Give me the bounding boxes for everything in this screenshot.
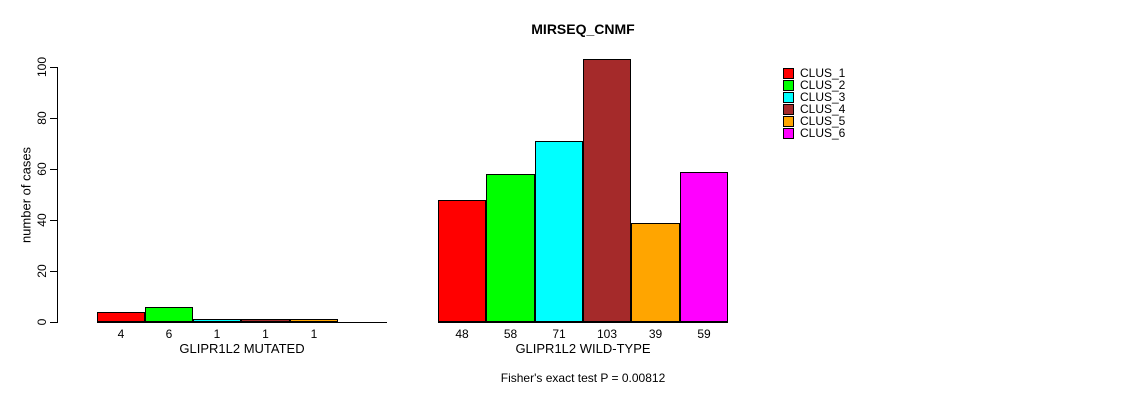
y-tick-label: 60: [35, 162, 49, 176]
chart-title: MIRSEQ_CNMF: [531, 21, 635, 37]
bar-value-label: 1: [213, 327, 221, 341]
bar-clus_2: [145, 307, 193, 322]
bar-clus_1: [438, 200, 486, 322]
bar-value-label: 48: [455, 327, 469, 341]
bar-value-label: 1: [310, 327, 318, 341]
bar-value-label: 4: [117, 327, 125, 341]
legend-row: CLUS_3: [783, 91, 845, 103]
bar-clus_4: [241, 319, 290, 322]
y-tick-label: 100: [35, 56, 49, 78]
bar-clus_3: [535, 141, 583, 322]
bar-clus_3: [193, 319, 241, 322]
bar-clus_5: [290, 319, 338, 322]
legend-swatch-clus_1: [783, 67, 794, 79]
legend-row: CLUS_6: [783, 127, 845, 139]
bar-value-label: 6: [165, 327, 173, 341]
legend-row: CLUS_2: [783, 79, 845, 91]
legend-label: CLUS_5: [800, 114, 846, 128]
legend-label: CLUS_3: [800, 90, 846, 104]
y-tick: [50, 169, 57, 170]
y-tick: [50, 67, 57, 68]
y-tick-label: 0: [35, 318, 49, 326]
bar-clus_1: [97, 312, 145, 322]
legend-row: CLUS_5: [783, 115, 845, 127]
bar-value-label: 103: [596, 327, 618, 341]
legend-row: CLUS_4: [783, 103, 845, 115]
legend-swatch-clus_6: [783, 127, 794, 139]
y-tick: [50, 271, 57, 272]
legend-label: CLUS_2: [800, 78, 846, 92]
bar-value-label: 39: [648, 327, 663, 341]
y-tick: [50, 220, 57, 221]
y-axis-line: [57, 67, 58, 323]
legend-label: CLUS_4: [800, 102, 846, 116]
legend-label: CLUS_6: [800, 126, 846, 140]
y-tick-label: 40: [35, 213, 49, 227]
legend-row: CLUS_1: [783, 67, 845, 79]
y-tick-label: 20: [35, 264, 49, 278]
bar-clus_4: [583, 59, 631, 322]
legend-swatch-clus_3: [783, 91, 794, 103]
fisher-test-annotation: Fisher's exact test P = 0.00812: [500, 371, 666, 385]
bar-value-label: 59: [697, 327, 711, 341]
bar-value-label: 58: [503, 327, 518, 341]
legend-swatch-clus_4: [783, 103, 794, 115]
bar-clus_2: [486, 174, 535, 322]
y-tick: [50, 118, 57, 119]
legend-label: CLUS_1: [800, 66, 846, 80]
legend-swatch-clus_5: [783, 115, 794, 127]
y-tick: [50, 322, 57, 323]
x-axis-line: [97, 322, 387, 323]
bar-value-label: 71: [552, 327, 566, 341]
x-axis-group-label: GLIPR1L2 MUTATED: [179, 341, 305, 356]
bar-clus_6: [680, 172, 728, 322]
x-axis-line: [438, 322, 728, 323]
legend-swatch-clus_2: [783, 79, 794, 91]
y-tick-label: 80: [35, 111, 49, 125]
y-axis-label: number of cases: [18, 146, 34, 244]
bar-value-label: 1: [262, 327, 269, 341]
bar-clus_5: [631, 223, 680, 322]
x-axis-group-label: GLIPR1L2 WILD-TYPE: [515, 341, 651, 356]
